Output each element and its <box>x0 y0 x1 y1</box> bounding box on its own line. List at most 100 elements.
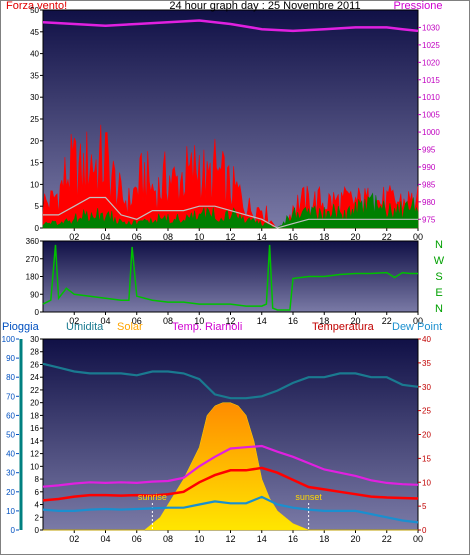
rain-ytick-label: 80 <box>6 373 15 382</box>
direction-xtick-label: 12 <box>225 316 235 326</box>
wind-xtick-label: 18 <box>319 232 329 242</box>
direction-xtick-label: 22 <box>382 316 392 326</box>
temp-xtick-label: 00 <box>413 534 423 544</box>
humidity-series <box>42 362 419 400</box>
pressure-ytick-label: 1025 <box>422 41 440 50</box>
direction-ytick-label: 360 <box>26 237 40 246</box>
wind-ytick-label: 10 <box>30 180 39 189</box>
gust-series <box>43 196 418 229</box>
pressure-ytick-label: 980 <box>422 198 436 207</box>
wind-xtick-label: 14 <box>257 232 267 242</box>
legend-temperature: Temperatura <box>312 321 375 333</box>
humidity-scale-ytick-label: 16 <box>30 424 39 433</box>
pressure-ytick-label: 990 <box>422 163 436 172</box>
temp-xtick-label: 02 <box>69 534 79 544</box>
legend-rain: Pioggia <box>2 321 40 333</box>
wind-ytick-label: 35 <box>30 71 39 80</box>
wind-direction-panel <box>42 240 419 313</box>
humidity-scale-ytick-label: 0 <box>35 526 40 535</box>
direction-xtick-label: 04 <box>100 316 110 326</box>
temp-xtick-label: 08 <box>163 534 173 544</box>
temperature-ytick-label: 40 <box>422 335 431 344</box>
direction-xtick-label: 20 <box>350 316 360 326</box>
direction-ytick-label: 0 <box>35 308 40 317</box>
wind-ytick-label: 20 <box>30 137 39 146</box>
direction-xtick-label: 08 <box>163 316 173 326</box>
compass-label: E <box>435 287 442 299</box>
wind-ytick-label: 5 <box>35 202 40 211</box>
humidity-scale-ytick-label: 8 <box>35 475 40 484</box>
pressure-axis-title: Pressione <box>394 0 443 12</box>
temperature-series <box>42 466 419 502</box>
legend-indoor-temp: Temp. Riarnoli <box>172 321 242 333</box>
pressure-series <box>42 19 419 33</box>
compass-label: N <box>435 239 443 251</box>
temp-xtick-label: 18 <box>319 534 329 544</box>
direction-xtick-label: 00 <box>413 316 423 326</box>
humidity-scale-ytick-label: 10 <box>30 462 39 471</box>
rain-ytick-label: 0 <box>11 526 16 535</box>
wind-ytick-label: 0 <box>35 224 40 233</box>
pressure-ytick-label: 985 <box>422 180 436 189</box>
rain-ytick-label: 50 <box>6 431 15 440</box>
temperature-ytick-label: 15 <box>422 454 431 463</box>
humidity-scale-ytick-label: 22 <box>30 386 39 395</box>
humidity-scale-ytick-label: 2 <box>35 513 40 522</box>
wind-direction-series <box>42 244 418 311</box>
wind-xtick-label: 04 <box>100 232 110 242</box>
wind-ytick-label: 40 <box>30 50 39 59</box>
temperature-ytick-label: 35 <box>422 359 431 368</box>
dew-point-series <box>42 495 419 524</box>
wind-xtick-label: 08 <box>163 232 173 242</box>
rain-ytick-label: 90 <box>6 354 15 363</box>
wind-xtick-label: 20 <box>350 232 360 242</box>
temp-xtick-label: 22 <box>382 534 392 544</box>
pressure-ytick-label: 1010 <box>422 93 440 102</box>
direction-xtick-label: 10 <box>194 316 204 326</box>
humidity-scale-ytick-label: 28 <box>30 348 39 357</box>
wind-xtick-label: 12 <box>225 232 235 242</box>
humidity-scale-ytick-label: 26 <box>30 360 39 369</box>
wind-ytick-label: 30 <box>30 93 39 102</box>
humidity-scale-ytick-label: 14 <box>30 437 39 446</box>
legend-solar: Solar <box>117 321 143 333</box>
pressure-ytick-label: 1015 <box>422 76 440 85</box>
compass-label: W <box>434 255 445 267</box>
wind-axis-title: Forza vento! <box>6 0 67 12</box>
humidity-scale-ytick-label: 12 <box>30 450 39 459</box>
wind-xtick-label: 00 <box>413 232 423 242</box>
direction-xtick-label: 02 <box>69 316 79 326</box>
wind-xtick-label: 10 <box>194 232 204 242</box>
pressure-ytick-label: 975 <box>422 215 436 224</box>
direction-xtick-label: 18 <box>319 316 329 326</box>
humidity-scale-ytick-label: 20 <box>30 399 39 408</box>
wind-xtick-label: 06 <box>132 232 142 242</box>
wind-ytick-label: 15 <box>30 159 39 168</box>
temp-xtick-label: 10 <box>194 534 204 544</box>
legend-humidity: Umidita <box>66 321 104 333</box>
sunset-label: sunset <box>295 492 322 502</box>
rain-ytick-label: 100 <box>2 335 16 344</box>
temperature-ytick-label: 5 <box>422 502 427 511</box>
direction-xtick-label: 06 <box>132 316 142 326</box>
temperature-ytick-label: 20 <box>422 431 431 440</box>
rain-ytick-label: 10 <box>6 507 15 516</box>
wind-ytick-label: 45 <box>30 28 39 37</box>
wind-speed-series <box>42 124 419 229</box>
temp-xtick-label: 14 <box>257 534 267 544</box>
humidity-scale-ytick-label: 6 <box>35 488 40 497</box>
direction-xtick-label: 14 <box>257 316 267 326</box>
direction-xtick-label: 16 <box>288 316 298 326</box>
legend-dew-point: Dew Point <box>392 321 442 333</box>
temp-xtick-label: 20 <box>350 534 360 544</box>
sunrise-label: sunrise <box>138 492 167 502</box>
temp-xtick-label: 04 <box>100 534 110 544</box>
wind-ytick-label: 25 <box>30 115 39 124</box>
pressure-ytick-label: 1005 <box>422 111 440 120</box>
temperature-ytick-label: 0 <box>422 526 427 535</box>
rain-ytick-label: 70 <box>6 392 15 401</box>
pressure-ytick-label: 1030 <box>422 23 440 32</box>
